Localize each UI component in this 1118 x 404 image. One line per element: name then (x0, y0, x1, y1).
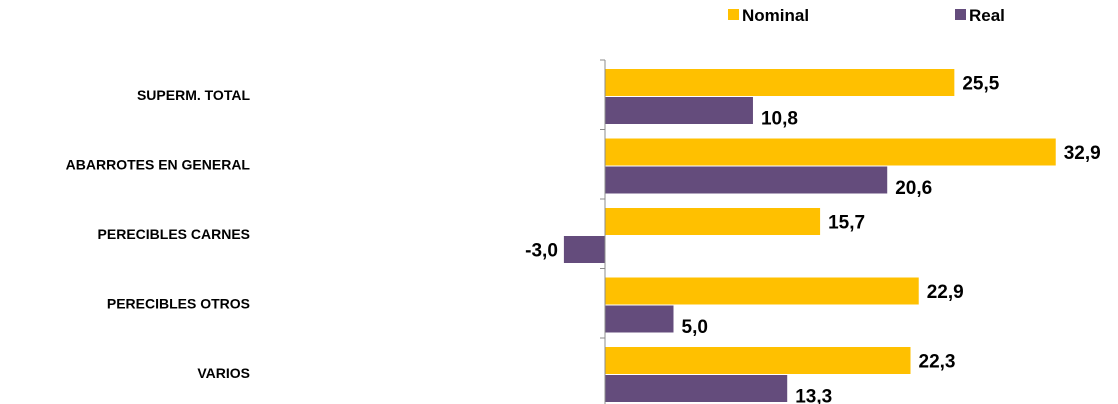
legend-label-nominal: Nominal (742, 6, 809, 25)
bar-real-superm-total (605, 97, 753, 124)
legend-swatch-real (955, 9, 966, 20)
bar-nominal-perecibles-otros (605, 277, 919, 305)
bar-nominal-superm-total (605, 69, 955, 96)
bar-nominal-abarrotes-en-general (605, 138, 1056, 166)
value-label-nominal-abarrotes-en-general: 32,9 (1064, 143, 1101, 164)
bars (563, 69, 1056, 402)
legend: Nominal Real (728, 6, 1005, 25)
category-label-superm-total: SUPERM. TOTAL (137, 87, 250, 103)
category-axis-labels: SUPERM. TOTAL ABARROTES EN GENERAL PERECIB… (66, 87, 251, 381)
bar-real-perecibles-otros (605, 305, 674, 333)
bar-nominal-varios (605, 347, 911, 374)
bar-nominal-perecibles-carnes (605, 208, 821, 235)
bar-real-abarrotes-en-general (605, 166, 888, 194)
value-label-nominal-superm-total: 25,5 (962, 74, 999, 95)
value-label-real-varios: 13,3 (795, 387, 832, 404)
category-label-perecibles-otros: PERECIBLES OTROS (107, 295, 250, 311)
value-label-real-abarrotes-en-general: 20,6 (895, 178, 932, 199)
category-label-perecibles-carnes: PERECIBLES CARNES (98, 226, 250, 242)
value-label-real-perecibles-otros: 5,0 (682, 317, 708, 338)
category-axis (600, 59, 606, 404)
value-label-real-perecibles-carnes: -3,0 (525, 241, 558, 262)
value-labels: 25,5 10,8 32,9 20,6 15,7 -3,0 22,9 5,0 22,3 13,3 (525, 74, 1101, 404)
value-label-nominal-varios: 22,3 (919, 352, 956, 373)
bar-real-varios (605, 375, 788, 402)
category-label-abarrotes-en-general: ABARROTES EN GENERAL (66, 156, 251, 172)
legend-label-real: Real (969, 6, 1005, 25)
value-label-nominal-perecibles-otros: 22,9 (927, 282, 964, 303)
value-label-real-superm-total: 10,8 (761, 109, 798, 130)
bar-real-perecibles-carnes (563, 236, 605, 263)
value-label-nominal-perecibles-carnes: 15,7 (828, 213, 865, 234)
legend-swatch-nominal (728, 9, 739, 20)
category-label-varios: VARIOS (197, 365, 250, 381)
